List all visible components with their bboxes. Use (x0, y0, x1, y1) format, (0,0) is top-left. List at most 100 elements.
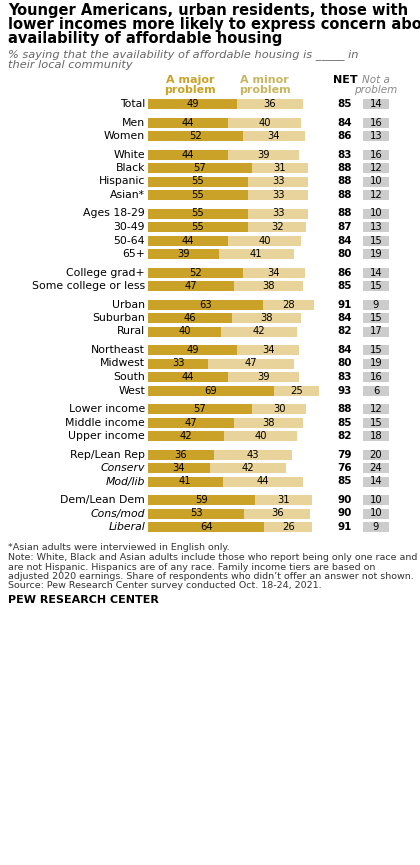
Text: 42: 42 (253, 326, 265, 336)
Bar (213, 450, 292, 459)
Text: 15: 15 (370, 345, 382, 355)
Bar (252, 163, 308, 173)
Text: NET: NET (333, 75, 357, 85)
Text: % saying that the availability of affordable housing is _____ in: % saying that the availability of afford… (8, 49, 359, 60)
Text: 9: 9 (373, 299, 379, 310)
Text: Some college or less: Some college or less (32, 281, 145, 291)
Bar (148, 522, 265, 532)
Text: 15: 15 (370, 235, 382, 246)
Text: 42: 42 (242, 463, 255, 473)
Text: Rep/Lean Rep: Rep/Lean Rep (70, 450, 145, 459)
Text: 13: 13 (370, 131, 382, 141)
Text: 32: 32 (271, 222, 284, 232)
Text: Suburban: Suburban (92, 313, 145, 323)
Bar (148, 249, 219, 259)
Bar (234, 281, 303, 291)
Bar (148, 418, 234, 427)
Text: Not a: Not a (362, 75, 390, 85)
Text: 57: 57 (194, 163, 206, 173)
Text: 83: 83 (338, 150, 352, 159)
Bar (148, 463, 210, 473)
Text: problem: problem (354, 85, 398, 95)
Bar (148, 176, 248, 187)
Bar (228, 235, 301, 246)
Text: 14: 14 (370, 477, 382, 486)
Text: 34: 34 (268, 131, 280, 141)
Text: 10: 10 (370, 495, 382, 505)
Text: 15: 15 (370, 281, 382, 291)
Text: 39: 39 (257, 150, 270, 159)
Text: 80: 80 (338, 358, 352, 368)
Text: lower incomes more likely to express concern about: lower incomes more likely to express con… (8, 17, 420, 32)
Text: Source: Pew Research Center survey conducted Oct. 18-24, 2021.: Source: Pew Research Center survey condu… (8, 581, 322, 591)
Text: Women: Women (104, 131, 145, 141)
Text: 40: 40 (255, 431, 267, 441)
Bar (148, 281, 234, 291)
Bar (363, 326, 389, 336)
Text: 33: 33 (272, 190, 284, 200)
Text: 82: 82 (338, 431, 352, 441)
Text: 88: 88 (338, 163, 352, 173)
Bar (148, 372, 228, 382)
Text: 41: 41 (250, 249, 262, 259)
Text: are not Hispanic. Hispanics are of any race. Family income tiers are based on: are not Hispanic. Hispanics are of any r… (8, 562, 375, 572)
Text: 10: 10 (370, 509, 382, 518)
Text: Middle income: Middle income (65, 418, 145, 427)
Text: 52: 52 (189, 267, 202, 278)
Bar (148, 131, 243, 141)
Bar (265, 522, 312, 532)
Text: Total: Total (120, 99, 145, 109)
Text: 64: 64 (200, 522, 213, 532)
Bar (148, 345, 237, 355)
Bar (363, 431, 389, 441)
Text: 85: 85 (338, 281, 352, 291)
Text: 10: 10 (370, 208, 382, 219)
Bar (363, 131, 389, 141)
Text: 90: 90 (338, 509, 352, 518)
Bar (228, 118, 301, 127)
Text: 17: 17 (370, 326, 382, 336)
Bar (228, 150, 299, 159)
Text: *Asian adults were interviewed in English only.: *Asian adults were interviewed in Englis… (8, 543, 230, 553)
Text: Conserv: Conserv (101, 463, 145, 473)
Text: 90: 90 (338, 495, 352, 505)
Bar (363, 358, 389, 368)
Bar (148, 477, 223, 486)
Text: 10: 10 (370, 176, 382, 187)
Text: 47: 47 (184, 418, 197, 427)
Text: 44: 44 (182, 372, 194, 382)
Bar (363, 281, 389, 291)
Bar (219, 249, 294, 259)
Text: 93: 93 (338, 386, 352, 395)
Text: 13: 13 (370, 222, 382, 232)
Text: 14: 14 (370, 99, 382, 109)
Bar (363, 190, 389, 200)
Text: 49: 49 (186, 345, 199, 355)
Text: Note: White, Black and Asian adults include those who report being only one race: Note: White, Black and Asian adults incl… (8, 553, 417, 562)
Text: 36: 36 (174, 450, 187, 459)
Bar (363, 208, 389, 219)
Text: 91: 91 (338, 522, 352, 532)
Text: Lower income: Lower income (69, 404, 145, 414)
Text: 85: 85 (338, 99, 352, 109)
Text: 84: 84 (338, 313, 352, 323)
Text: 88: 88 (338, 404, 352, 414)
Bar (363, 522, 389, 532)
Bar (363, 345, 389, 355)
Bar (148, 190, 248, 200)
Bar (363, 450, 389, 459)
Bar (255, 495, 312, 505)
Text: 50-64: 50-64 (113, 235, 145, 246)
Text: 33: 33 (272, 208, 284, 219)
Bar (363, 463, 389, 473)
Text: 82: 82 (338, 326, 352, 336)
Bar (232, 313, 301, 323)
Text: 19: 19 (370, 358, 382, 368)
Bar (148, 99, 237, 109)
Text: 31: 31 (274, 163, 286, 173)
Bar (148, 163, 252, 173)
Text: A minor: A minor (240, 75, 289, 85)
Text: 6: 6 (373, 386, 379, 395)
Text: Liberal: Liberal (108, 522, 145, 532)
Text: 55: 55 (192, 222, 205, 232)
